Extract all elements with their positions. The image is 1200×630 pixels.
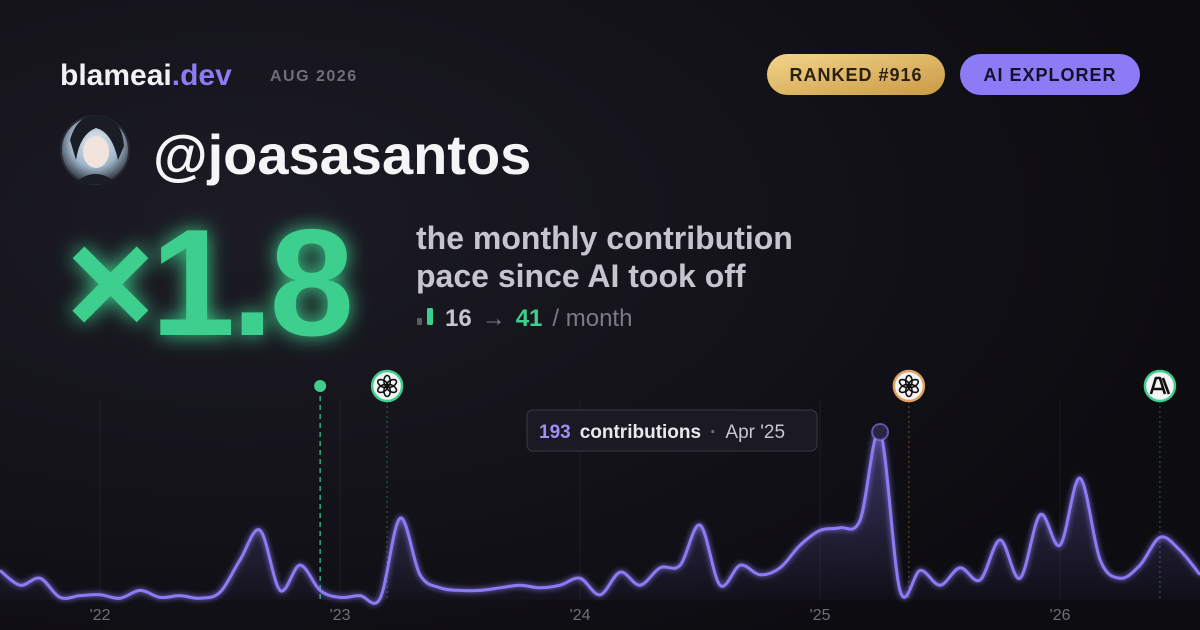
brand-name: blameai — [60, 59, 172, 92]
highlight-point — [871, 422, 890, 441]
pace-unit: / month — [552, 305, 632, 332]
x-tick-label: '25 — [810, 607, 831, 624]
description-line: the monthly contribution — [416, 220, 793, 256]
badge-rank-text: RANKED #916 — [789, 65, 922, 85]
tooltip-text: 193 contributions · Apr '25 — [539, 422, 785, 443]
chart: '22 '23 '24 '25 '26 — [0, 369, 1200, 624]
date: AUG 2026 — [270, 68, 358, 85]
badge-level-text: AI EXPLORER — [983, 65, 1116, 85]
badge-rank — [767, 54, 945, 95]
pace: 16 → 41 / month — [445, 305, 632, 332]
event-icon-petal — [376, 378, 389, 389]
x-tick-label: '23 — [330, 607, 351, 624]
badge-level — [960, 54, 1140, 95]
tooltip-date: Apr '25 — [725, 422, 785, 443]
tooltip-box — [526, 409, 818, 452]
description-line: pace since AI took off — [416, 258, 746, 294]
area — [0, 430, 1200, 604]
tooltip-separator: · — [710, 422, 716, 443]
pace-after: 41 — [516, 305, 543, 332]
pace-before: 16 — [445, 305, 472, 332]
pace-icon — [417, 308, 433, 325]
event-icon — [892, 369, 926, 403]
event-icon — [370, 369, 404, 403]
brand-suffix: .dev — [172, 59, 232, 92]
x-tick-label: '24 — [570, 607, 591, 624]
pace-arrow: → — [482, 305, 506, 332]
multiplier: ×1.8 — [66, 198, 350, 368]
line — [0, 429, 1200, 605]
event-icon-petal — [898, 378, 911, 389]
x-tick-label: '26 — [1050, 607, 1071, 624]
tooltip-value: 193 — [539, 422, 571, 443]
event-icon — [1143, 369, 1177, 403]
event-icon-glyph — [1149, 376, 1171, 395]
brand: blameai.dev — [60, 59, 232, 92]
event-dot — [314, 380, 327, 392]
tooltip: 193 contributions · Apr '25 — [526, 409, 818, 452]
event-icon-bg — [1143, 369, 1177, 403]
avatar — [60, 115, 130, 185]
handle: @joasasantos — [153, 123, 531, 186]
tooltip-label: contributions — [580, 422, 701, 443]
x-tick-label: '22 — [90, 607, 111, 624]
